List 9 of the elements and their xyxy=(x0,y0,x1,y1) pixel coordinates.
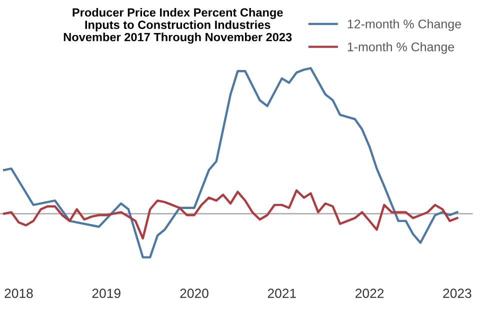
legend-label: 12-month % Change xyxy=(348,19,462,31)
x-tick-label: 2018 xyxy=(4,288,33,298)
x-tick-label: 2023 xyxy=(443,288,472,298)
x-tick-label: 2022 xyxy=(356,288,384,298)
x-tick-label: 2019 xyxy=(92,288,120,298)
x-tick-label: 2020 xyxy=(180,288,208,298)
chart-title: Producer Price Index Percent Change Inputs to Construction Industries November 2017 Through November 2023 xyxy=(64,8,292,44)
x-tick-label: 2021 xyxy=(268,288,296,298)
legend-label: 1-month % Change xyxy=(348,42,454,54)
